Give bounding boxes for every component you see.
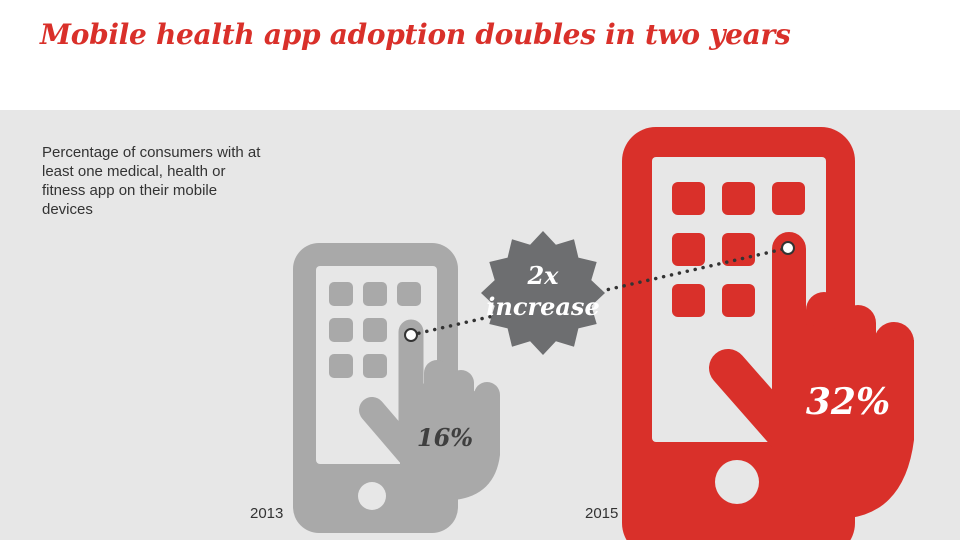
- starburst-badge: [481, 231, 605, 355]
- point-2015-marker: [781, 241, 795, 255]
- page-title: Mobile health app adoption doubles in tw…: [40, 18, 791, 51]
- hand-2015-icon: [709, 228, 914, 518]
- value-label-2015: 32%: [806, 381, 890, 423]
- hand-2013-icon: [359, 316, 500, 500]
- point-2013-marker: [404, 328, 418, 342]
- year-label-2013: 2013: [250, 505, 284, 522]
- value-label-2013: 16%: [417, 423, 473, 452]
- badge-line1: 2x: [526, 261, 559, 290]
- badge-line2: increase: [486, 292, 599, 321]
- year-label-2015: 2015: [585, 505, 619, 522]
- chart-description: Percentage of consumers with at least on…: [42, 144, 261, 218]
